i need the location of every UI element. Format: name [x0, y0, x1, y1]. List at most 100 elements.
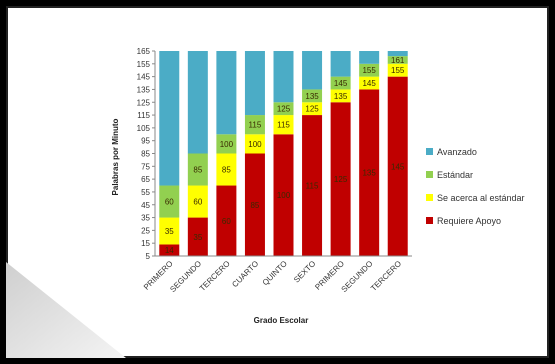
bar-segment-est-ndar [244, 115, 265, 135]
data-label: 115 [277, 121, 290, 130]
x-tick-label: QUINTO [261, 259, 289, 287]
bar-segment-est-ndar [159, 185, 180, 218]
data-label: 145 [391, 162, 405, 171]
data-label: 155 [362, 66, 376, 75]
y-tick-label: 115 [137, 111, 150, 120]
bar-segment-est-ndar [273, 102, 294, 116]
data-label: 135 [362, 169, 376, 178]
data-label: 100 [220, 140, 234, 149]
x-tick-label: SEXTO [292, 259, 317, 284]
y-tick-label: 75 [141, 162, 150, 171]
y-axis: 5 15 25 35 45 55 65 75 85 95 105 115 125 135 145 155 165 [137, 47, 156, 261]
data-label: 135 [334, 92, 348, 101]
data-label: 100 [277, 191, 291, 200]
bar-segment-se-acerca-al-est-ndar [330, 89, 351, 103]
bar-segment-se-acerca-al-est-ndar [359, 76, 380, 90]
bar-segment-est-ndar [216, 134, 237, 154]
page-curl-shadow [6, 262, 126, 358]
bar-segment-se-acerca-al-est-ndar [273, 115, 294, 135]
bar-segment-requiere-apoyo [330, 102, 351, 256]
y-tick-label: 125 [137, 98, 151, 107]
bar-segment-requiere-apoyo [273, 134, 294, 256]
legend-swatch [426, 148, 433, 155]
y-axis-title: Palabras por Minuto [111, 118, 120, 195]
legend: Avanzado Estándar Se acerca al estándar Req… [426, 147, 525, 226]
bar-segment-avanzado [387, 51, 408, 57]
bar-segment-requiere-apoyo [244, 153, 265, 256]
data-label: 60 [222, 217, 231, 226]
y-tick-label: 155 [137, 60, 151, 69]
y-tick-label: 145 [137, 73, 151, 82]
data-label: 60 [165, 198, 174, 207]
legend-label: Avanzado [437, 147, 477, 157]
data-label: 85 [193, 166, 202, 175]
x-tick-label: TERCERO [369, 259, 403, 293]
bar-segment-se-acerca-al-est-ndar [302, 102, 323, 116]
data-label: 125 [277, 105, 291, 114]
data-label: 115 [249, 121, 262, 130]
data-label: 35 [193, 233, 202, 242]
y-tick-label: 15 [141, 239, 150, 248]
bar-segment-avanzado [302, 51, 323, 90]
bar-segment-avanzado [187, 51, 208, 154]
bar-segment-avanzado [273, 51, 294, 103]
bar-segment-avanzado [244, 51, 265, 116]
legend-swatch [426, 171, 433, 178]
bar-segment-avanzado [159, 51, 180, 186]
data-label: 125 [334, 175, 348, 184]
legend-label: Estándar [437, 170, 473, 180]
data-label: 145 [362, 79, 376, 88]
y-tick-label: 95 [141, 137, 150, 146]
bar-segment-requiere-apoyo [187, 217, 208, 256]
bars: 14 35 60 35 60 85 60 85 100 85 100 115 100 115 125 115 1… [159, 51, 408, 256]
y-tick-label: 85 [141, 150, 150, 159]
bar-segment-se-acerca-al-est-ndar [244, 134, 265, 154]
legend-swatch [426, 194, 433, 201]
x-tick-label: TERCERO [198, 259, 232, 293]
bar-segment-requiere-apoyo [302, 115, 323, 256]
y-tick-label: 5 [146, 252, 151, 261]
bar-segment-est-ndar [359, 63, 380, 77]
data-label: 155 [391, 66, 405, 75]
bar-segment-se-acerca-al-est-ndar [216, 153, 237, 186]
legend-swatch [426, 217, 433, 224]
y-tick-label: 35 [141, 214, 150, 223]
bar-segment-se-acerca-al-est-ndar [387, 63, 408, 77]
legend-label: Requiere Apoyo [437, 216, 501, 226]
bar-segment-requiere-apoyo [387, 76, 408, 256]
data-label: 161 [391, 56, 405, 65]
bar-segment-est-ndar [187, 153, 208, 186]
data-label: 115 [306, 182, 319, 191]
bar-segment-requiere-apoyo [159, 244, 180, 256]
y-tick-label: 105 [137, 124, 151, 133]
data-label: 100 [248, 140, 262, 149]
x-tick-label: CUARTO [230, 259, 260, 289]
bar-segment-est-ndar [387, 56, 408, 64]
bar-segment-se-acerca-al-est-ndar [159, 217, 180, 245]
x-axis-title: Grado Escolar [254, 316, 309, 325]
bar-segment-requiere-apoyo [216, 185, 237, 256]
data-label: 14 [165, 246, 174, 255]
data-label: 85 [250, 201, 259, 210]
y-tick-label: 165 [137, 47, 151, 56]
data-label: 35 [165, 227, 174, 236]
bar-segment-avanzado [330, 51, 351, 77]
bar-segment-avanzado [359, 51, 380, 64]
data-label: 145 [334, 79, 348, 88]
y-tick-label: 45 [141, 201, 150, 210]
data-label: 85 [222, 166, 231, 175]
legend-label: Se acerca al estándar [437, 193, 525, 203]
data-label: 135 [305, 92, 319, 101]
y-tick-label: 25 [141, 226, 150, 235]
y-tick-label: 65 [141, 175, 150, 184]
bar-segment-est-ndar [330, 76, 351, 90]
bar-segment-est-ndar [302, 89, 323, 103]
y-tick-label: 135 [137, 85, 151, 94]
bar-segment-se-acerca-al-est-ndar [187, 185, 208, 218]
bar-segment-requiere-apoyo [359, 89, 380, 256]
bar-segment-avanzado [216, 51, 237, 135]
y-tick-label: 55 [141, 188, 150, 197]
data-label: 60 [193, 198, 202, 207]
